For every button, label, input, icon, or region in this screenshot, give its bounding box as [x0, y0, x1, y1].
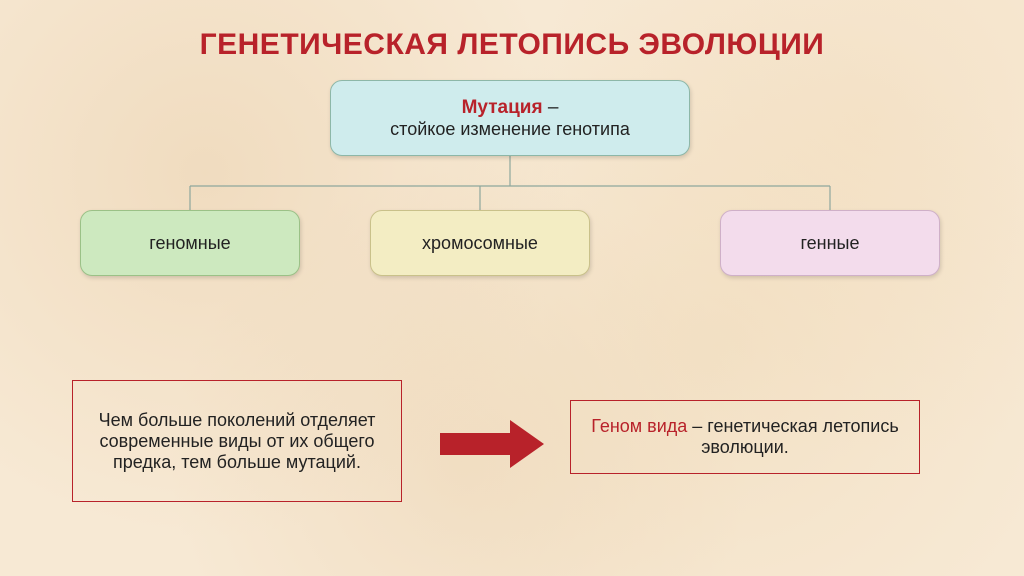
right-info-box: Геном вида – генетическая летопись эволю… — [570, 400, 920, 474]
root-line1: Мутация – — [349, 97, 671, 119]
right-info-term: Геном вида — [591, 416, 687, 436]
child-label: хромосомные — [422, 233, 538, 254]
title-text: ГЕНЕТИЧЕСКАЯ ЛЕТОПИСЬ ЭВОЛЮЦИИ — [200, 28, 825, 61]
root-term: Мутация — [462, 97, 543, 118]
arrow-icon — [440, 420, 544, 473]
child-node-0: геномные — [80, 210, 300, 276]
left-info-box: Чем больше поколений отделяет современны… — [72, 380, 402, 502]
right-info-rest: – генетическая летопись эволюции. — [687, 416, 898, 457]
root-dash: – — [543, 97, 559, 118]
root-desc: стойкое изменение генотипа — [349, 119, 671, 140]
child-label: генные — [800, 233, 859, 254]
child-node-2: генные — [720, 210, 940, 276]
root-node: Мутация – стойкое изменение генотипа — [330, 80, 690, 156]
child-label: геномные — [149, 233, 230, 254]
right-info-text: Геном вида – генетическая летопись эволю… — [585, 416, 905, 458]
slide-title: ГЕНЕТИЧЕСКАЯ ЛЕТОПИСЬ ЭВОЛЮЦИИ — [0, 28, 1024, 62]
child-node-1: хромосомные — [370, 210, 590, 276]
left-info-text: Чем больше поколений отделяет современны… — [87, 410, 387, 473]
